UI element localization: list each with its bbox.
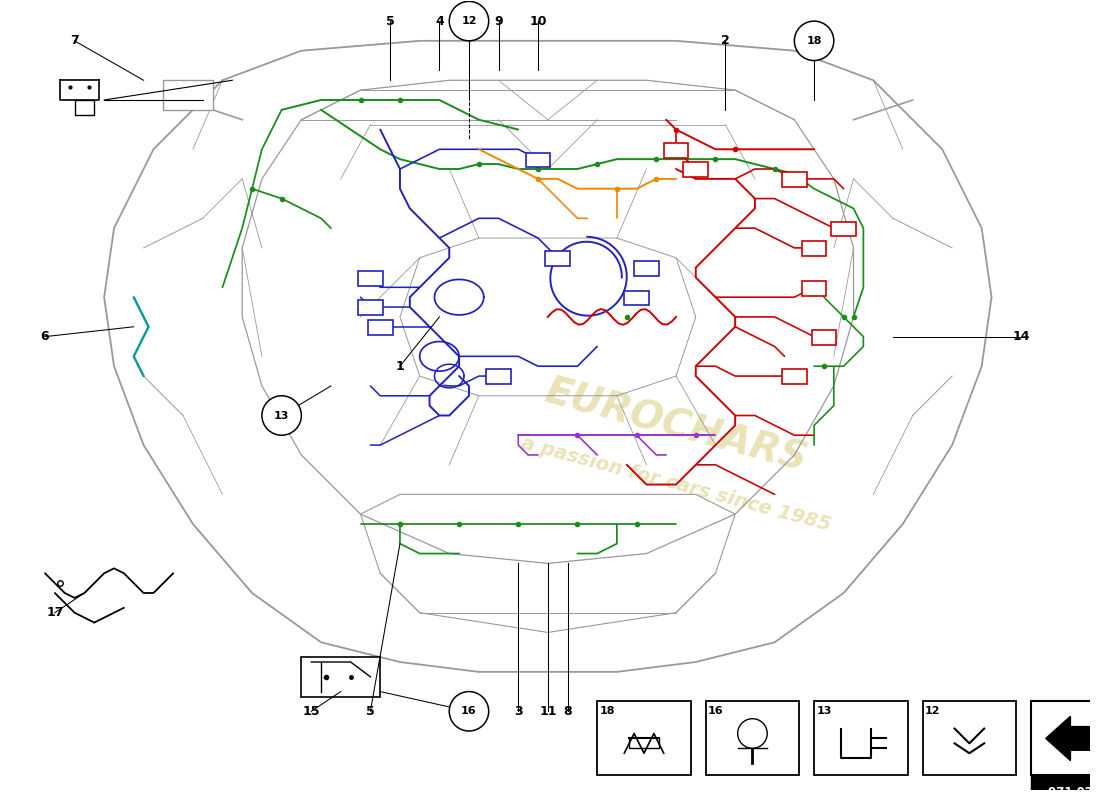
Text: 15: 15 <box>302 705 320 718</box>
Bar <box>683 162 708 178</box>
Text: 5: 5 <box>386 14 395 28</box>
Bar <box>832 222 856 236</box>
Bar <box>486 370 510 384</box>
Circle shape <box>738 718 767 748</box>
Text: 13: 13 <box>274 410 289 421</box>
Text: 12: 12 <box>925 706 940 716</box>
Bar <box>1031 775 1100 800</box>
Text: 7: 7 <box>70 34 79 47</box>
Text: EUROCHARS: EUROCHARS <box>541 372 812 478</box>
Text: 17: 17 <box>46 606 64 619</box>
Bar <box>597 702 691 775</box>
Text: 4: 4 <box>434 14 443 28</box>
Text: 2: 2 <box>720 34 729 47</box>
Bar <box>802 281 826 295</box>
Bar <box>359 301 383 315</box>
Text: 8: 8 <box>563 705 572 718</box>
Text: 9: 9 <box>494 14 503 28</box>
Text: 5: 5 <box>366 705 375 718</box>
Polygon shape <box>1046 716 1100 761</box>
Bar <box>812 330 836 345</box>
Text: 12: 12 <box>461 16 476 26</box>
Bar <box>526 153 550 167</box>
Bar <box>663 142 689 158</box>
Text: 18: 18 <box>600 706 615 716</box>
Circle shape <box>449 691 488 731</box>
Text: 1: 1 <box>396 360 405 373</box>
Text: 6: 6 <box>41 330 50 343</box>
Text: 16: 16 <box>707 706 724 716</box>
Text: 13: 13 <box>816 706 832 716</box>
Bar <box>782 172 806 187</box>
Bar <box>1031 702 1100 775</box>
Bar <box>367 320 393 335</box>
Bar <box>814 702 908 775</box>
Bar <box>802 242 826 256</box>
Bar <box>782 370 806 384</box>
Text: 16: 16 <box>461 706 476 716</box>
Bar <box>546 251 570 266</box>
Circle shape <box>262 396 301 435</box>
Text: 11: 11 <box>539 705 557 718</box>
Bar <box>634 261 659 276</box>
Text: 10: 10 <box>529 14 547 28</box>
Text: 971 02: 971 02 <box>1048 786 1093 799</box>
Text: a passion for cars since 1985: a passion for cars since 1985 <box>519 434 833 535</box>
Circle shape <box>794 21 834 61</box>
Bar <box>625 290 649 306</box>
Bar <box>923 702 1016 775</box>
Circle shape <box>449 2 488 41</box>
Bar <box>359 271 383 286</box>
Text: 3: 3 <box>514 705 522 718</box>
Text: 18: 18 <box>806 36 822 46</box>
Bar <box>301 657 381 697</box>
Bar <box>163 80 212 110</box>
Text: 14: 14 <box>1012 330 1030 343</box>
Bar <box>705 702 800 775</box>
